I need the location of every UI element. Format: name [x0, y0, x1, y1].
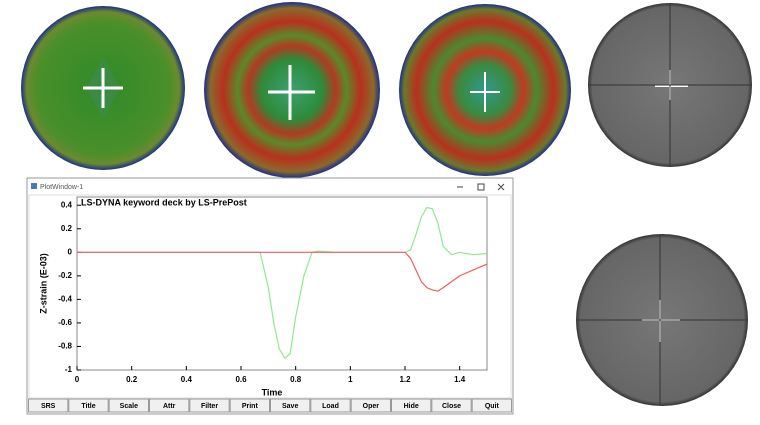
y-tick-label: -0.2: [58, 271, 72, 280]
button-label[interactable]: Oper: [363, 403, 380, 410]
strain-map: [204, 2, 380, 178]
button-label[interactable]: Hide: [404, 403, 419, 410]
chart-title: LS-DYNA keyword deck by LS-PrePost: [81, 197, 247, 207]
y-axis-label: Z-strain (E-03): [38, 253, 48, 314]
x-tick-label: 0.4: [181, 375, 193, 384]
button-label[interactable]: Save: [282, 403, 298, 410]
x-tick-label: 0: [75, 375, 80, 384]
y-tick-label: -1: [65, 365, 73, 374]
button-label[interactable]: Print: [242, 403, 259, 410]
x-tick-label: 1.2: [399, 375, 411, 384]
button[interactable]: [189, 398, 230, 413]
map-lines: [578, 5, 750, 404]
button-row: SRS Title Scale Attr Filter Print Save Load Oper…: [28, 398, 512, 413]
plot-frame: [76, 196, 488, 371]
button-label[interactable]: Scale: [120, 403, 138, 410]
button[interactable]: [28, 398, 69, 413]
button[interactable]: [149, 398, 190, 413]
button[interactable]: [431, 398, 472, 413]
y-tick-label: 0.2: [61, 224, 73, 233]
x-tick-label: 0.6: [235, 375, 247, 384]
button-label[interactable]: Quit: [485, 403, 500, 410]
data-line: [77, 251, 488, 292]
button[interactable]: [108, 398, 149, 413]
y-tick-label: -0.6: [58, 318, 72, 327]
x-axis-label: Time: [262, 387, 283, 397]
button[interactable]: [229, 398, 271, 413]
button-label[interactable]: Filter: [201, 403, 218, 410]
y-tick-label: 0: [68, 247, 73, 256]
button-label[interactable]: Attr: [163, 403, 176, 410]
window-icon: [31, 183, 37, 189]
x-tick-label: 1: [348, 375, 353, 384]
button-label[interactable]: Title: [81, 403, 95, 410]
button[interactable]: [471, 398, 512, 413]
button-label[interactable]: Close: [442, 403, 461, 410]
y-tick-label: -0.4: [58, 294, 72, 303]
x-tick-label: 0.2: [126, 375, 138, 384]
window-controls[interactable]: [457, 183, 505, 191]
button-label[interactable]: SRS: [41, 403, 56, 410]
button-label[interactable]: Load: [322, 403, 339, 410]
strain-maps: [21, 2, 752, 406]
button[interactable]: [270, 398, 311, 413]
title-bar: [28, 179, 512, 194]
window-title: PlotWindow-1: [40, 184, 83, 191]
x-tick-label: 0.8: [290, 375, 302, 384]
button[interactable]: [310, 398, 351, 413]
button[interactable]: [68, 398, 109, 413]
x-tick-label: 1.4: [454, 375, 466, 384]
button[interactable]: [350, 398, 391, 413]
y-tick-label: 0.4: [61, 200, 73, 209]
button[interactable]: [391, 398, 432, 413]
y-tick-label: -0.8: [58, 342, 72, 351]
